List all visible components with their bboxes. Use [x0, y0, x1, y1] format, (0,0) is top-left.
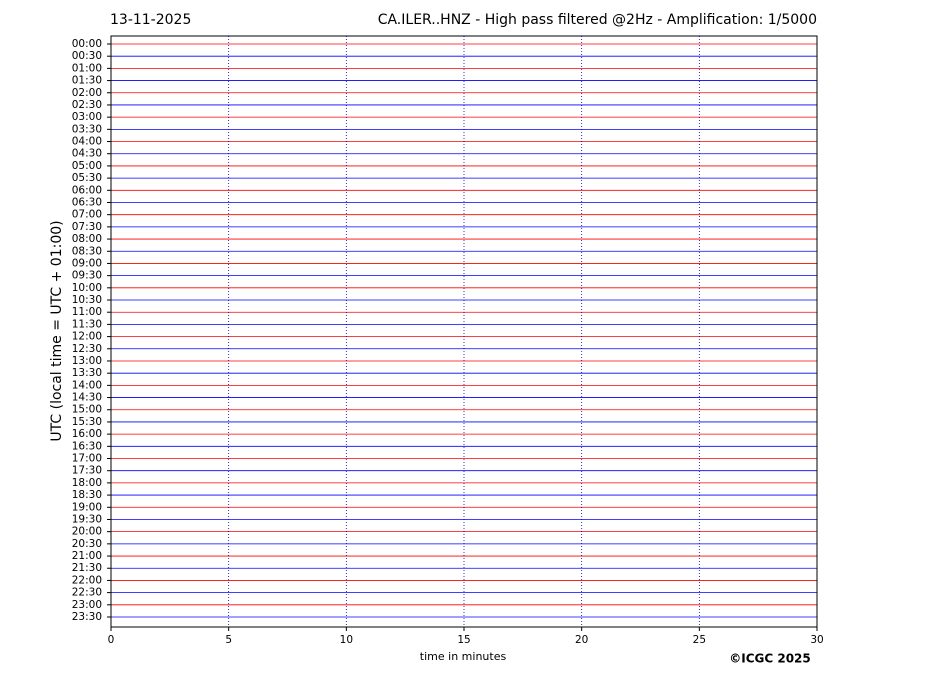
- y-tick-label: 11:30: [72, 318, 102, 330]
- y-tick-label: 19:30: [72, 513, 102, 525]
- x-tick-label: 5: [225, 634, 232, 646]
- y-tick-label: 18:00: [72, 477, 102, 489]
- y-tick-label: 11:00: [72, 306, 102, 318]
- y-tick-label: 12:00: [72, 331, 102, 343]
- y-tick-label: 06:30: [72, 196, 102, 208]
- chart-date: 13-11-2025: [110, 12, 191, 28]
- y-tick-label: 08:30: [72, 245, 102, 257]
- y-tick-label: 20:30: [72, 538, 102, 550]
- y-tick-label: 16:30: [72, 440, 102, 452]
- y-tick-label: 21:00: [72, 550, 102, 562]
- y-tick-label: 06:00: [72, 184, 102, 196]
- y-tick-label: 05:00: [72, 160, 102, 172]
- x-tick-label: 25: [693, 634, 706, 646]
- y-tick-label: 13:00: [72, 355, 102, 367]
- y-tick-label: 02:30: [72, 99, 102, 111]
- y-tick-label: 14:00: [72, 379, 102, 391]
- y-tick-label: 23:00: [72, 599, 102, 611]
- y-tick-label: 23:30: [72, 611, 102, 623]
- y-tick-label: 19:00: [72, 501, 102, 513]
- y-tick-label: 21:30: [72, 562, 102, 574]
- y-tick-label: 09:00: [72, 257, 102, 269]
- y-tick-label: 15:30: [72, 416, 102, 428]
- x-axis-label: time in minutes: [420, 650, 507, 663]
- y-tick-label: 07:00: [72, 209, 102, 221]
- y-tick-label: 03:00: [72, 111, 102, 123]
- y-tick-label: 22:00: [72, 574, 102, 586]
- y-tick-label: 10:00: [72, 282, 102, 294]
- y-tick-label: 08:00: [72, 233, 102, 245]
- y-tick-label: 17:00: [72, 453, 102, 465]
- y-tick-label: 20:00: [72, 526, 102, 538]
- chart-title: CA.ILER..HNZ - High pass filtered @2Hz -…: [378, 12, 817, 28]
- plot-frame: [110, 35, 818, 628]
- copyright: ©ICGC 2025: [729, 652, 811, 666]
- y-tick-label: 04:00: [72, 136, 102, 148]
- y-tick-label: 01:00: [72, 62, 102, 74]
- y-tick-label: 10:30: [72, 294, 102, 306]
- x-tick-label: 30: [810, 634, 823, 646]
- y-tick-label: 13:30: [72, 367, 102, 379]
- y-tick-label: 03:30: [72, 123, 102, 135]
- y-tick-label: 12:30: [72, 343, 102, 355]
- y-tick-label: 16:00: [72, 428, 102, 440]
- y-tick-label: 22:30: [72, 587, 102, 599]
- y-tick-label: 09:30: [72, 270, 102, 282]
- x-tick-label: 15: [457, 634, 470, 646]
- y-tick-label: 15:00: [72, 404, 102, 416]
- y-axis-label: UTC (local time = UTC + 01:00): [49, 220, 65, 441]
- y-tick-label: 00:00: [72, 38, 102, 50]
- y-tick-label: 05:30: [72, 172, 102, 184]
- y-tick-label: 17:30: [72, 465, 102, 477]
- x-tick-label: 0: [108, 634, 115, 646]
- y-tick-label: 00:30: [72, 50, 102, 62]
- y-tick-label: 07:30: [72, 221, 102, 233]
- y-tick-label: 04:30: [72, 148, 102, 160]
- y-tick-label: 02:00: [72, 87, 102, 99]
- x-tick-label: 20: [575, 634, 588, 646]
- y-tick-label: 01:30: [72, 75, 102, 87]
- y-tick-label: 14:30: [72, 392, 102, 404]
- x-tick-label: 10: [340, 634, 353, 646]
- y-tick-label: 18:30: [72, 489, 102, 501]
